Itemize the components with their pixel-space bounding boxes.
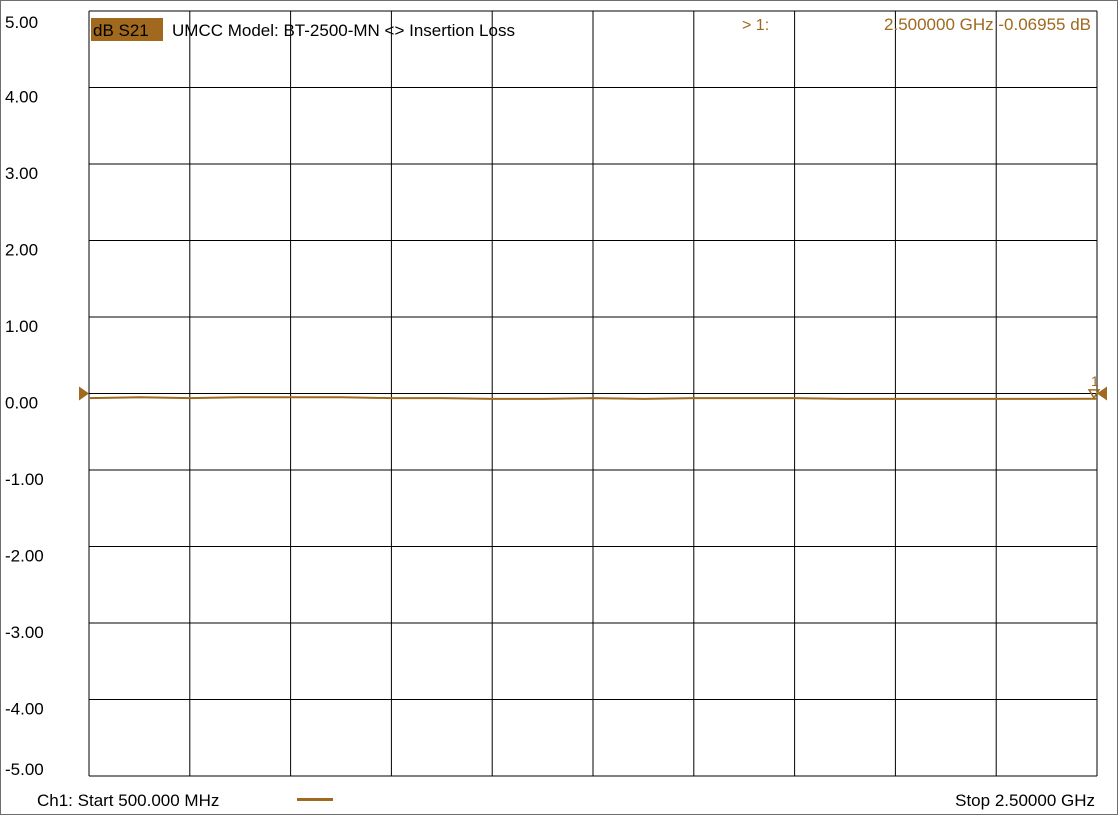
y-tick-label: -2.00 [5,547,44,566]
trace [88,396,1098,400]
trace-label[interactable]: dB S21 [93,21,149,40]
reference-level-arrow-right [1097,386,1107,401]
y-tick-label: -1.00 [5,470,44,489]
trace-line [88,396,1098,400]
y-tick-label: 5.00 [5,13,38,32]
y-tick-label: -4.00 [5,700,44,719]
reference-level-arrow-left [79,386,89,401]
marker-1-label: 1 [1091,373,1099,389]
trace-label-background [91,18,163,41]
y-tick-label: 3.00 [5,164,38,183]
marker-label: > 1: [742,17,769,34]
y-tick-label: -3.00 [5,623,44,642]
trace-legend-swatch [297,798,333,801]
marker-readout: 2.500000 GHz -0.06955 dB [884,15,1091,34]
y-tick-label: -5.00 [5,760,44,779]
y-tick-labels: 5.00 4.00 3.00 2.00 1.00 0.00 -1.00 -2.00 -3.00 -… [5,13,44,779]
marker-1-triangle [1087,389,1101,400]
y-tick-label: 0.00 [5,394,38,413]
markers: 1 [79,373,1107,401]
start-frequency-label: Ch1: Start 500.000 MHz [37,791,220,810]
grid [88,10,1098,777]
y-tick-label: 2.00 [5,241,38,260]
chart-title: UMCC Model: BT-2500-MN <> Insertion Loss [172,21,515,40]
stop-frequency-label: Stop 2.50000 GHz [955,791,1095,810]
y-tick-label: 1.00 [5,317,38,336]
y-tick-label: 4.00 [5,88,38,107]
